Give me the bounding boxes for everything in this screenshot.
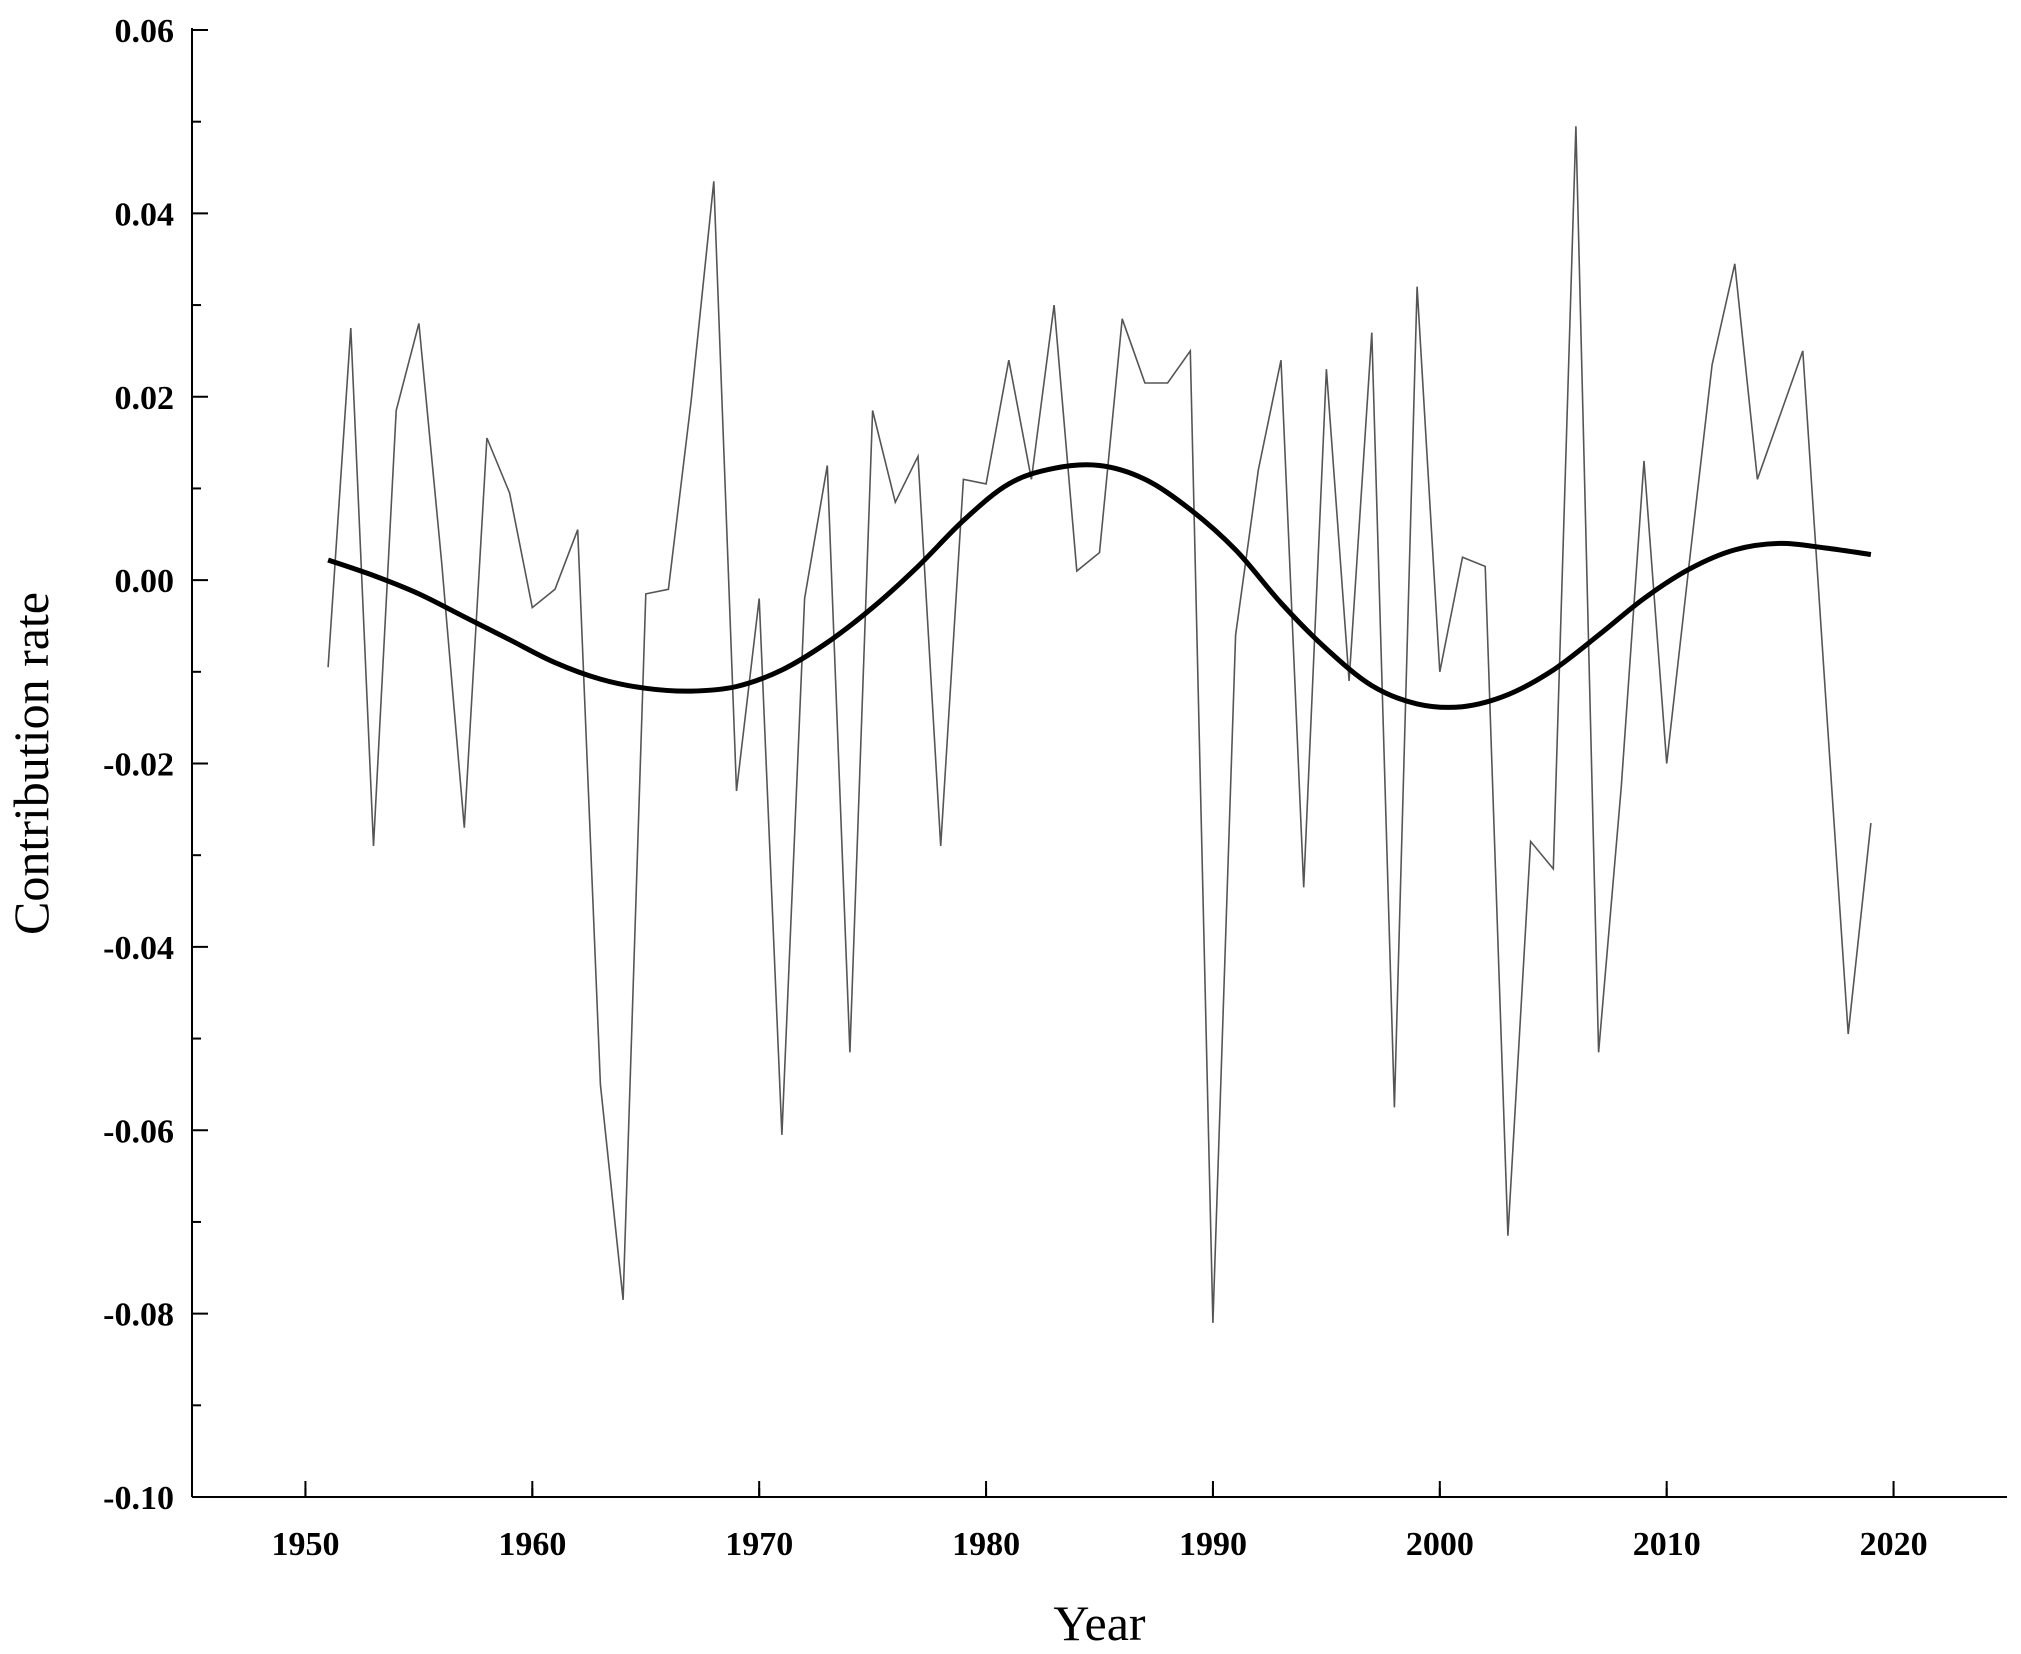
x-axis-title: Year bbox=[1053, 1595, 1145, 1651]
x-tick-label: 1960 bbox=[498, 1526, 566, 1563]
y-tick-label: 0.00 bbox=[115, 563, 175, 600]
y-tick-label: -0.02 bbox=[103, 747, 174, 784]
y-axis-title: Contribution rate bbox=[3, 592, 59, 935]
trend-curve bbox=[327, 462, 1872, 710]
y-tick-label: -0.10 bbox=[103, 1480, 174, 1517]
y-ticks: 0.06 0.04 0.02 0.00 -0.02 -0.04 -0.06 -0.08 -0.1… bbox=[103, 13, 208, 1517]
series-layer bbox=[327, 126, 1872, 1323]
x-ticks: 1950 1960 1970 1980 1990 2000 2010 2020 bbox=[271, 1481, 1928, 1563]
x-tick-label: 2010 bbox=[1633, 1526, 1701, 1563]
x-tick-label: 2020 bbox=[1860, 1526, 1928, 1563]
axes bbox=[191, 28, 2007, 1498]
x-tick-label: 1980 bbox=[952, 1526, 1020, 1563]
x-tick-label: 2000 bbox=[1406, 1526, 1474, 1563]
y-tick-label: 0.06 bbox=[115, 13, 175, 50]
x-tick-label: 1950 bbox=[271, 1526, 339, 1563]
y-tick-label: -0.08 bbox=[103, 1297, 174, 1334]
y-tick-label: 0.04 bbox=[115, 196, 175, 233]
annual-contribution-line bbox=[327, 126, 1872, 1323]
y-tick-label: 0.02 bbox=[115, 380, 175, 417]
x-tick-label: 1990 bbox=[1179, 1526, 1247, 1563]
y-tick-label: -0.06 bbox=[103, 1113, 174, 1150]
x-tick-label: 1970 bbox=[725, 1526, 793, 1563]
y-tick-label: -0.04 bbox=[103, 930, 174, 967]
